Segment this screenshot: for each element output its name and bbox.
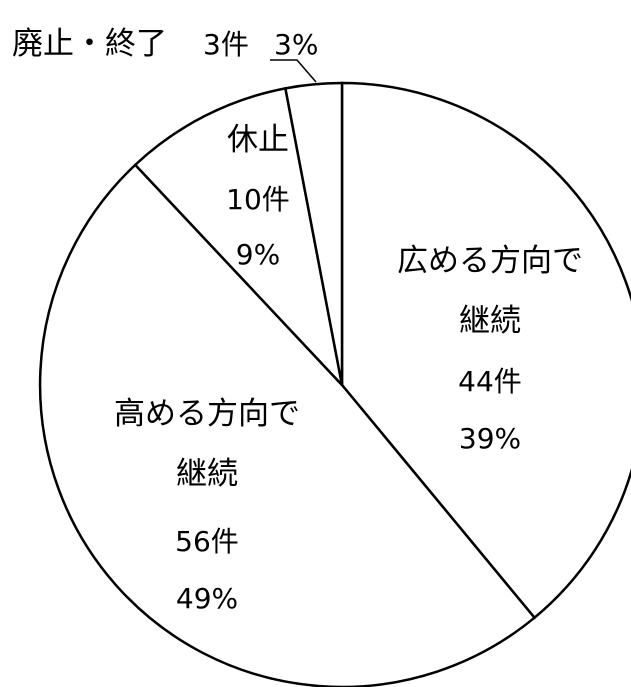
slice-count: 44件 <box>458 365 522 398</box>
slice-label-line: 広める方向で <box>397 243 583 279</box>
slice-label-kyushi: 休止 10件 9% <box>226 122 290 271</box>
slice-label-hiromeru: 広める方向で 継続 44件 39% <box>397 243 583 455</box>
slice-label-line: 高める方向で <box>114 396 300 432</box>
slice-label-line: 休止 <box>227 122 289 158</box>
slice-label-line: 継続 <box>176 456 238 492</box>
slice-count: 10件 <box>226 183 290 216</box>
slice-label-haishi: 廃止・終了 3件 3% <box>12 26 318 83</box>
pie-slices <box>38 81 631 687</box>
slice-percent: 49% <box>176 582 238 615</box>
slice-percent: 9% <box>236 238 280 271</box>
slice-percent: 3% <box>274 28 318 61</box>
leader-line <box>270 59 317 83</box>
pie-slice-1 <box>38 163 537 687</box>
pie-slice-0 <box>340 81 631 620</box>
slice-label-line: 継続 <box>459 303 521 339</box>
pie-slice-3 <box>283 81 344 386</box>
slice-percent: 39% <box>459 422 521 455</box>
pie-slice-2 <box>133 86 345 389</box>
slice-label-takameru: 高める方向で 継続 56件 49% <box>114 396 300 615</box>
slice-count: 3件 <box>203 28 249 61</box>
slice-count: 56件 <box>175 525 239 558</box>
slice-label-line: 廃止・終了 <box>12 26 167 62</box>
